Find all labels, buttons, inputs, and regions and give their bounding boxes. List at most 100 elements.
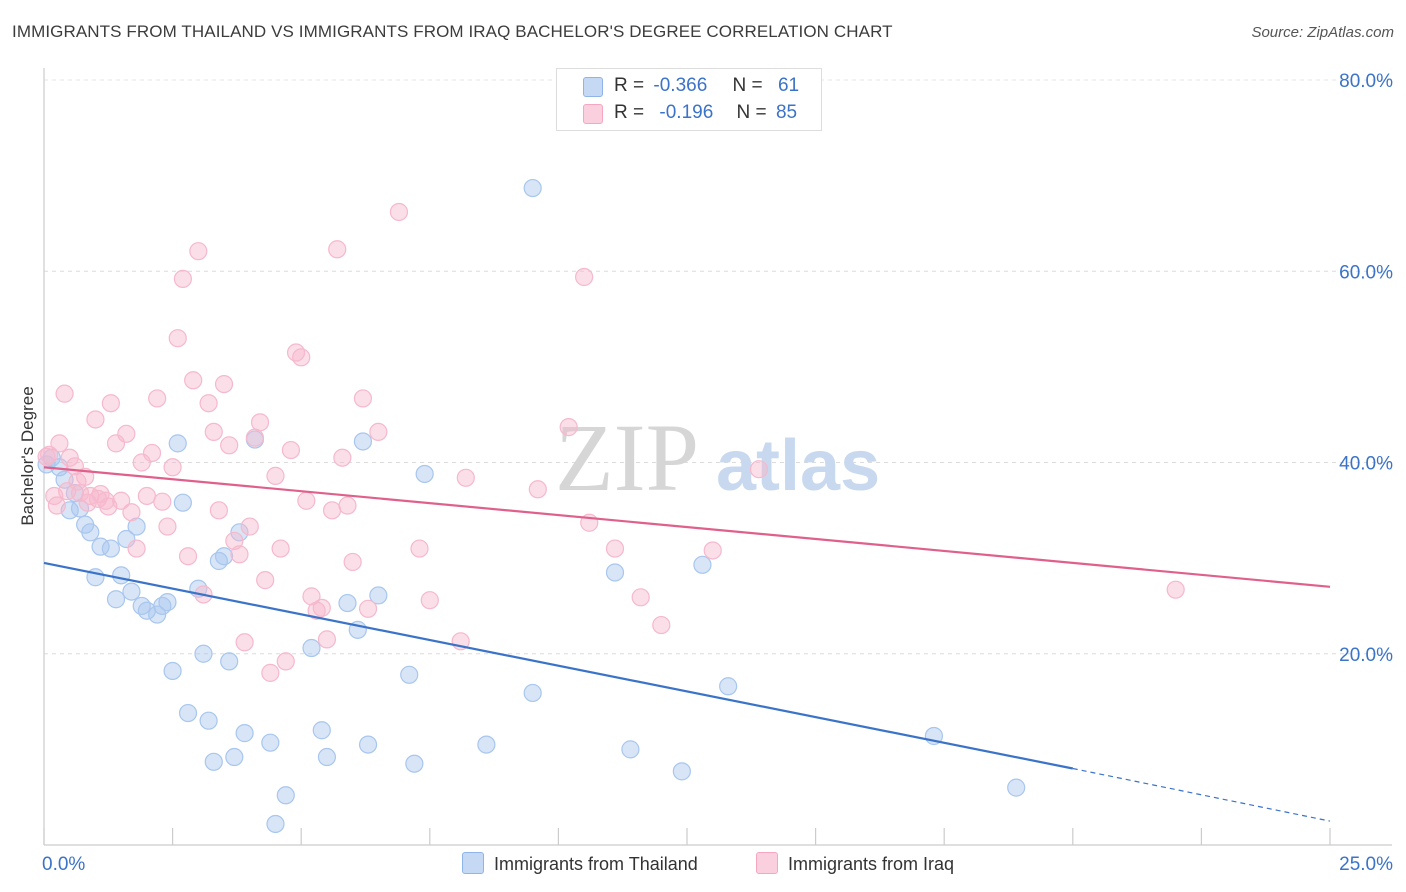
thailand-point (168, 434, 187, 453)
iraq-point (343, 552, 362, 572)
iraq-point (528, 480, 547, 499)
iraq-point (173, 269, 192, 288)
iraq-point (261, 663, 280, 682)
thailand-point (194, 644, 213, 663)
iraq-point (575, 267, 594, 287)
watermark-atlas: atlas (716, 426, 880, 506)
thailand-point (106, 590, 126, 609)
thailand-point (276, 786, 295, 805)
legend-n-value: 85 (775, 102, 798, 123)
legend-r-label: R = (614, 102, 645, 123)
iraq-point (209, 501, 228, 520)
trend-lines (43, 466, 1331, 822)
thailand-point (158, 593, 177, 612)
iraq-point (307, 601, 326, 620)
thailand-point (81, 523, 100, 542)
iraq-point (40, 445, 59, 464)
thailand-point (204, 752, 223, 771)
bottom-legend-swatch-thailand (462, 852, 484, 874)
thailand-point (302, 638, 321, 658)
y-tick-label: 60.0% (1339, 262, 1393, 283)
thailand-point (127, 517, 146, 536)
iraq-point (358, 599, 378, 618)
iraq-point (333, 448, 352, 467)
iraq-point (220, 436, 239, 455)
iraq-point (266, 466, 285, 485)
y-axis-label: Bachelor's Degree (18, 386, 37, 526)
data-points (37, 178, 1185, 834)
legend-n-value: 61 (777, 75, 800, 96)
iraq-point (199, 394, 218, 413)
y-tick-label: 20.0% (1339, 645, 1393, 666)
iraq-point (353, 389, 373, 408)
iraq-point (276, 652, 295, 671)
iraq-point (158, 517, 177, 536)
iraq-point (652, 615, 671, 635)
thailand-point (214, 547, 234, 566)
thailand-point (523, 683, 542, 703)
thailand-point (225, 747, 244, 767)
iraq-point (420, 591, 439, 610)
iraq-point (703, 541, 722, 560)
iraq-point (37, 447, 56, 466)
grid-lines (44, 79, 1392, 655)
iraq-point (137, 486, 156, 506)
source-label: Source: ZipAtlas.com (1251, 24, 1394, 41)
thailand-point (178, 703, 198, 723)
iraq-point (389, 202, 409, 222)
iraq-point (317, 630, 337, 649)
thailand-point (415, 464, 434, 484)
thailand-point (369, 586, 388, 605)
thailand-point (405, 754, 424, 773)
iraq-point (142, 443, 162, 463)
legend-r-value: -0.366 (653, 75, 708, 96)
iraq-point (256, 571, 275, 590)
thailand-point (235, 724, 254, 743)
iraq-point (68, 472, 87, 491)
iraq-point (78, 493, 97, 512)
iraq-point (271, 539, 290, 558)
iraq-point (338, 496, 357, 515)
iraq-point (230, 545, 249, 564)
iraq-point (47, 496, 66, 515)
thailand-point (358, 735, 378, 754)
chart-title: IMMIGRANTS FROM THAILAND VS IMMIGRANTS F… (12, 22, 893, 41)
thailand-point (163, 661, 182, 681)
iraq-point (88, 489, 108, 508)
iraq-point (245, 428, 265, 447)
thailand-point (605, 563, 625, 582)
iraq-point (86, 410, 105, 429)
iraq-point (369, 422, 388, 441)
iraq-point (322, 501, 342, 520)
iraq-point (328, 240, 347, 259)
thailand-point (672, 762, 691, 781)
iraq-point (235, 633, 254, 652)
iraq-point (117, 424, 136, 443)
thailand-point (122, 582, 141, 601)
thailand-point (220, 652, 239, 671)
watermark-zip: ZIP (555, 404, 699, 511)
iraq-point (189, 242, 208, 261)
thailand-point (112, 566, 131, 585)
thailand-point (173, 493, 192, 512)
iraq-point (101, 394, 120, 413)
thailand-trend-extension (1072, 767, 1331, 822)
thailand-point (693, 555, 712, 574)
iraq-point (240, 517, 259, 536)
iraq-point (122, 503, 141, 522)
iraq-point (749, 460, 769, 479)
thailand-point (312, 721, 331, 740)
iraq-point (410, 539, 429, 558)
legend-n-label: N = (736, 102, 767, 123)
iraq-point (225, 531, 244, 551)
thailand-point (199, 711, 218, 730)
thailand-point (338, 593, 357, 613)
bottom-legend-label-thailand: Immigrants from Thailand (494, 854, 698, 874)
legend-swatch-thailand (583, 77, 603, 97)
iraq-point (184, 371, 203, 390)
iraq-point (302, 587, 321, 606)
x-tick-label: 25.0% (1339, 854, 1393, 875)
iraq-point (214, 374, 234, 394)
thailand-point (317, 747, 337, 767)
legend-r-value: -0.196 (659, 102, 714, 123)
